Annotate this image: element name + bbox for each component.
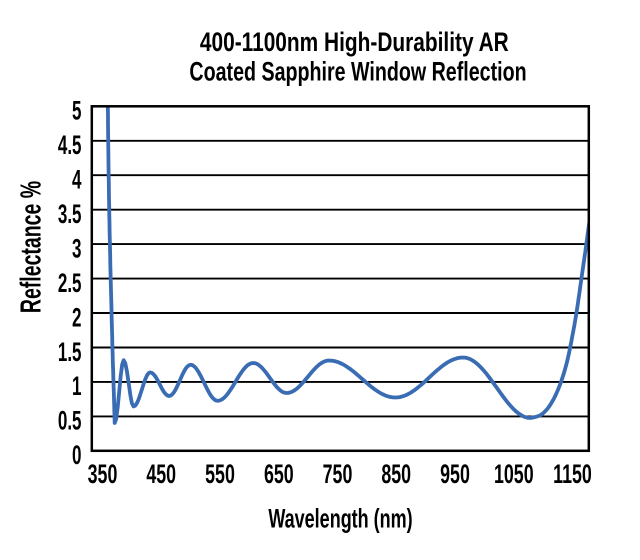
svg-text:Reflectance %: Reflectance % — [16, 181, 48, 313]
svg-text:950: 950 — [440, 458, 470, 489]
svg-text:550: 550 — [205, 458, 235, 489]
svg-text:Wavelength (nm): Wavelength (nm) — [268, 503, 412, 534]
svg-text:1: 1 — [72, 371, 81, 401]
svg-text:2.5: 2.5 — [58, 268, 82, 298]
svg-text:0: 0 — [72, 440, 81, 470]
svg-text:400-1100nm High-Durability AR: 400-1100nm High-Durability AR — [200, 27, 509, 57]
svg-text:2: 2 — [72, 302, 81, 332]
svg-text:350: 350 — [88, 458, 118, 489]
svg-text:5: 5 — [72, 96, 81, 126]
svg-text:1.5: 1.5 — [58, 337, 82, 367]
svg-text:4.5: 4.5 — [58, 130, 82, 160]
svg-text:0.5: 0.5 — [58, 406, 82, 436]
svg-text:750: 750 — [323, 458, 353, 489]
svg-text:3: 3 — [72, 233, 81, 263]
svg-text:1150: 1150 — [553, 458, 592, 489]
svg-text:Coated Sapphire Window Reflect: Coated Sapphire Window Reflection — [189, 58, 526, 88]
svg-text:650: 650 — [264, 458, 294, 489]
svg-text:1050: 1050 — [494, 458, 534, 489]
svg-text:850: 850 — [381, 458, 411, 489]
svg-text:3.5: 3.5 — [58, 199, 82, 229]
svg-text:450: 450 — [146, 458, 176, 489]
svg-text:4: 4 — [72, 165, 82, 195]
